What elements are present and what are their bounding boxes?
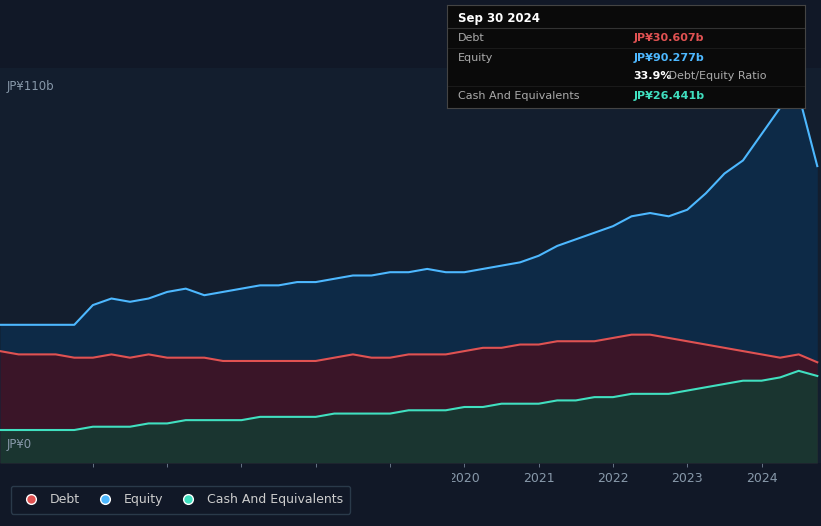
Text: JP¥0: JP¥0 (7, 438, 32, 451)
Text: Sep 30 2024: Sep 30 2024 (458, 13, 540, 25)
Text: Cash And Equivalents: Cash And Equivalents (458, 92, 580, 102)
Text: 33.9%: 33.9% (633, 71, 672, 81)
Text: Debt/Equity Ratio: Debt/Equity Ratio (665, 71, 767, 81)
Text: JP¥26.441b: JP¥26.441b (633, 92, 704, 102)
Text: Debt: Debt (458, 33, 485, 43)
Legend: Debt, Equity, Cash And Equivalents: Debt, Equity, Cash And Equivalents (11, 485, 351, 514)
Text: JP¥30.607b: JP¥30.607b (633, 33, 704, 43)
Text: JP¥110b: JP¥110b (7, 80, 54, 93)
Text: JP¥90.277b: JP¥90.277b (633, 54, 704, 64)
Text: Equity: Equity (458, 54, 493, 64)
